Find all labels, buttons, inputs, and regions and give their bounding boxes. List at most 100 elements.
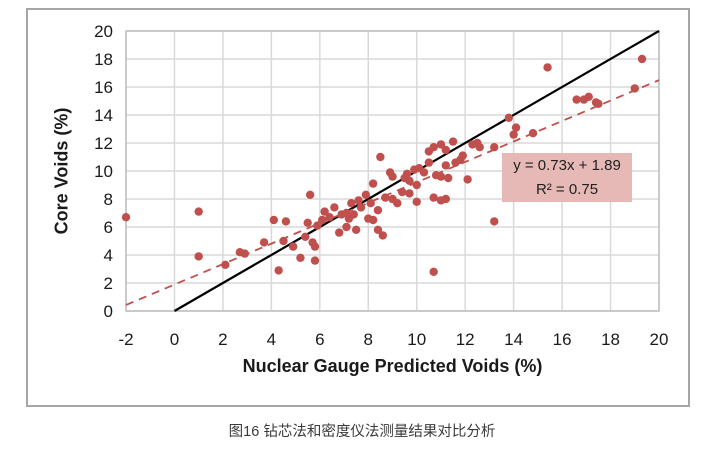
data-point <box>429 143 438 152</box>
x-tick-label: 0 <box>170 330 179 349</box>
y-tick-label: 0 <box>104 302 113 321</box>
data-point <box>368 215 378 225</box>
x-tick-label: 14 <box>504 330 523 349</box>
data-point <box>509 130 518 139</box>
data-point <box>630 84 639 93</box>
x-tick-label: 2 <box>218 330 227 349</box>
data-point <box>429 193 438 202</box>
data-point <box>320 207 329 216</box>
data-point <box>441 161 450 170</box>
data-point <box>388 172 397 181</box>
trend-line <box>125 79 660 306</box>
data-point <box>378 231 388 240</box>
data-point <box>305 190 315 199</box>
data-point <box>296 253 305 262</box>
data-point <box>376 152 385 162</box>
data-point <box>381 193 390 202</box>
y-tick-label: 4 <box>104 246 113 265</box>
data-point <box>347 199 356 208</box>
x-tick-label: 12 <box>456 330 475 349</box>
data-point <box>310 242 320 251</box>
data-point <box>274 266 283 275</box>
y-tick-label: 12 <box>94 134 113 153</box>
data-point <box>475 143 484 152</box>
data-point <box>325 213 334 222</box>
data-point <box>221 260 230 269</box>
data-point <box>281 217 291 226</box>
x-tick-label: 16 <box>553 330 572 349</box>
data-point <box>310 256 320 265</box>
data-point <box>356 203 366 212</box>
data-point <box>572 95 581 104</box>
data-point <box>490 217 499 226</box>
trendline-equation: y = 0.73x + 1.89 <box>513 156 621 174</box>
data-point <box>269 215 278 225</box>
trendline-annotation: y = 0.73x + 1.89 R² = 0.75 <box>502 153 632 202</box>
data-point <box>373 225 383 234</box>
y-tick-label: 14 <box>94 106 113 125</box>
data-point <box>412 180 421 190</box>
data-point <box>373 206 383 215</box>
data-point <box>330 203 339 212</box>
data-point <box>637 54 647 64</box>
x-tick-label: -2 <box>118 330 133 349</box>
y-tick-label: 18 <box>94 50 113 69</box>
y-tick-label: 20 <box>94 22 113 41</box>
data-point <box>349 210 358 219</box>
data-point <box>288 242 298 251</box>
data-point <box>436 140 446 149</box>
data-point <box>584 92 593 102</box>
data-point <box>543 63 552 72</box>
data-point <box>412 197 421 206</box>
data-point <box>402 169 412 178</box>
data-point <box>194 207 203 216</box>
data-point <box>368 179 378 188</box>
y-axis-title-text: Core Voids (%) <box>51 107 72 235</box>
data-point <box>301 232 310 241</box>
figure-caption: 图16 钻芯法和密度仪法测量结果对比分析 <box>228 424 496 440</box>
data-point <box>424 158 434 167</box>
data-point <box>259 238 269 247</box>
y-tick-label: 6 <box>104 218 113 237</box>
y-tick-label: 16 <box>94 78 113 97</box>
data-point <box>405 189 414 198</box>
data-point <box>397 187 407 197</box>
data-point <box>463 175 472 184</box>
data-point <box>354 196 363 205</box>
data-point <box>194 252 203 261</box>
data-point <box>444 173 453 183</box>
y-tick-label: 10 <box>94 162 113 181</box>
data-point <box>441 145 450 155</box>
y-tick-label: 2 <box>104 274 113 293</box>
data-point <box>351 225 361 234</box>
x-axis-title: Nuclear Gauge Predicted Voids (%) <box>242 356 543 376</box>
data-point <box>361 190 371 199</box>
x-tick-label: 8 <box>364 330 373 349</box>
x-tick-label: 10 <box>407 330 426 349</box>
trendline-r-squared: R² = 0.75 <box>535 180 599 198</box>
x-tick-label: 18 <box>601 330 620 349</box>
plot-area-border <box>125 30 660 312</box>
data-point <box>429 267 438 276</box>
data-point <box>458 151 467 160</box>
data-point <box>490 143 499 152</box>
x-tick-label: 4 <box>267 330 276 349</box>
data-point <box>436 172 446 181</box>
x-tick-label: 20 <box>650 330 669 349</box>
data-point <box>504 113 513 123</box>
data-point <box>121 213 131 222</box>
data-point <box>279 236 288 246</box>
data-point <box>342 222 351 232</box>
data-point <box>441 194 450 204</box>
data-point <box>393 199 402 208</box>
x-tick-label: 6 <box>315 330 324 349</box>
data-point <box>405 176 414 185</box>
data-point <box>303 218 312 227</box>
data-point <box>313 221 322 230</box>
data-point <box>528 129 538 138</box>
data-point <box>335 228 344 237</box>
data-point <box>419 168 429 177</box>
data-point <box>366 199 375 208</box>
